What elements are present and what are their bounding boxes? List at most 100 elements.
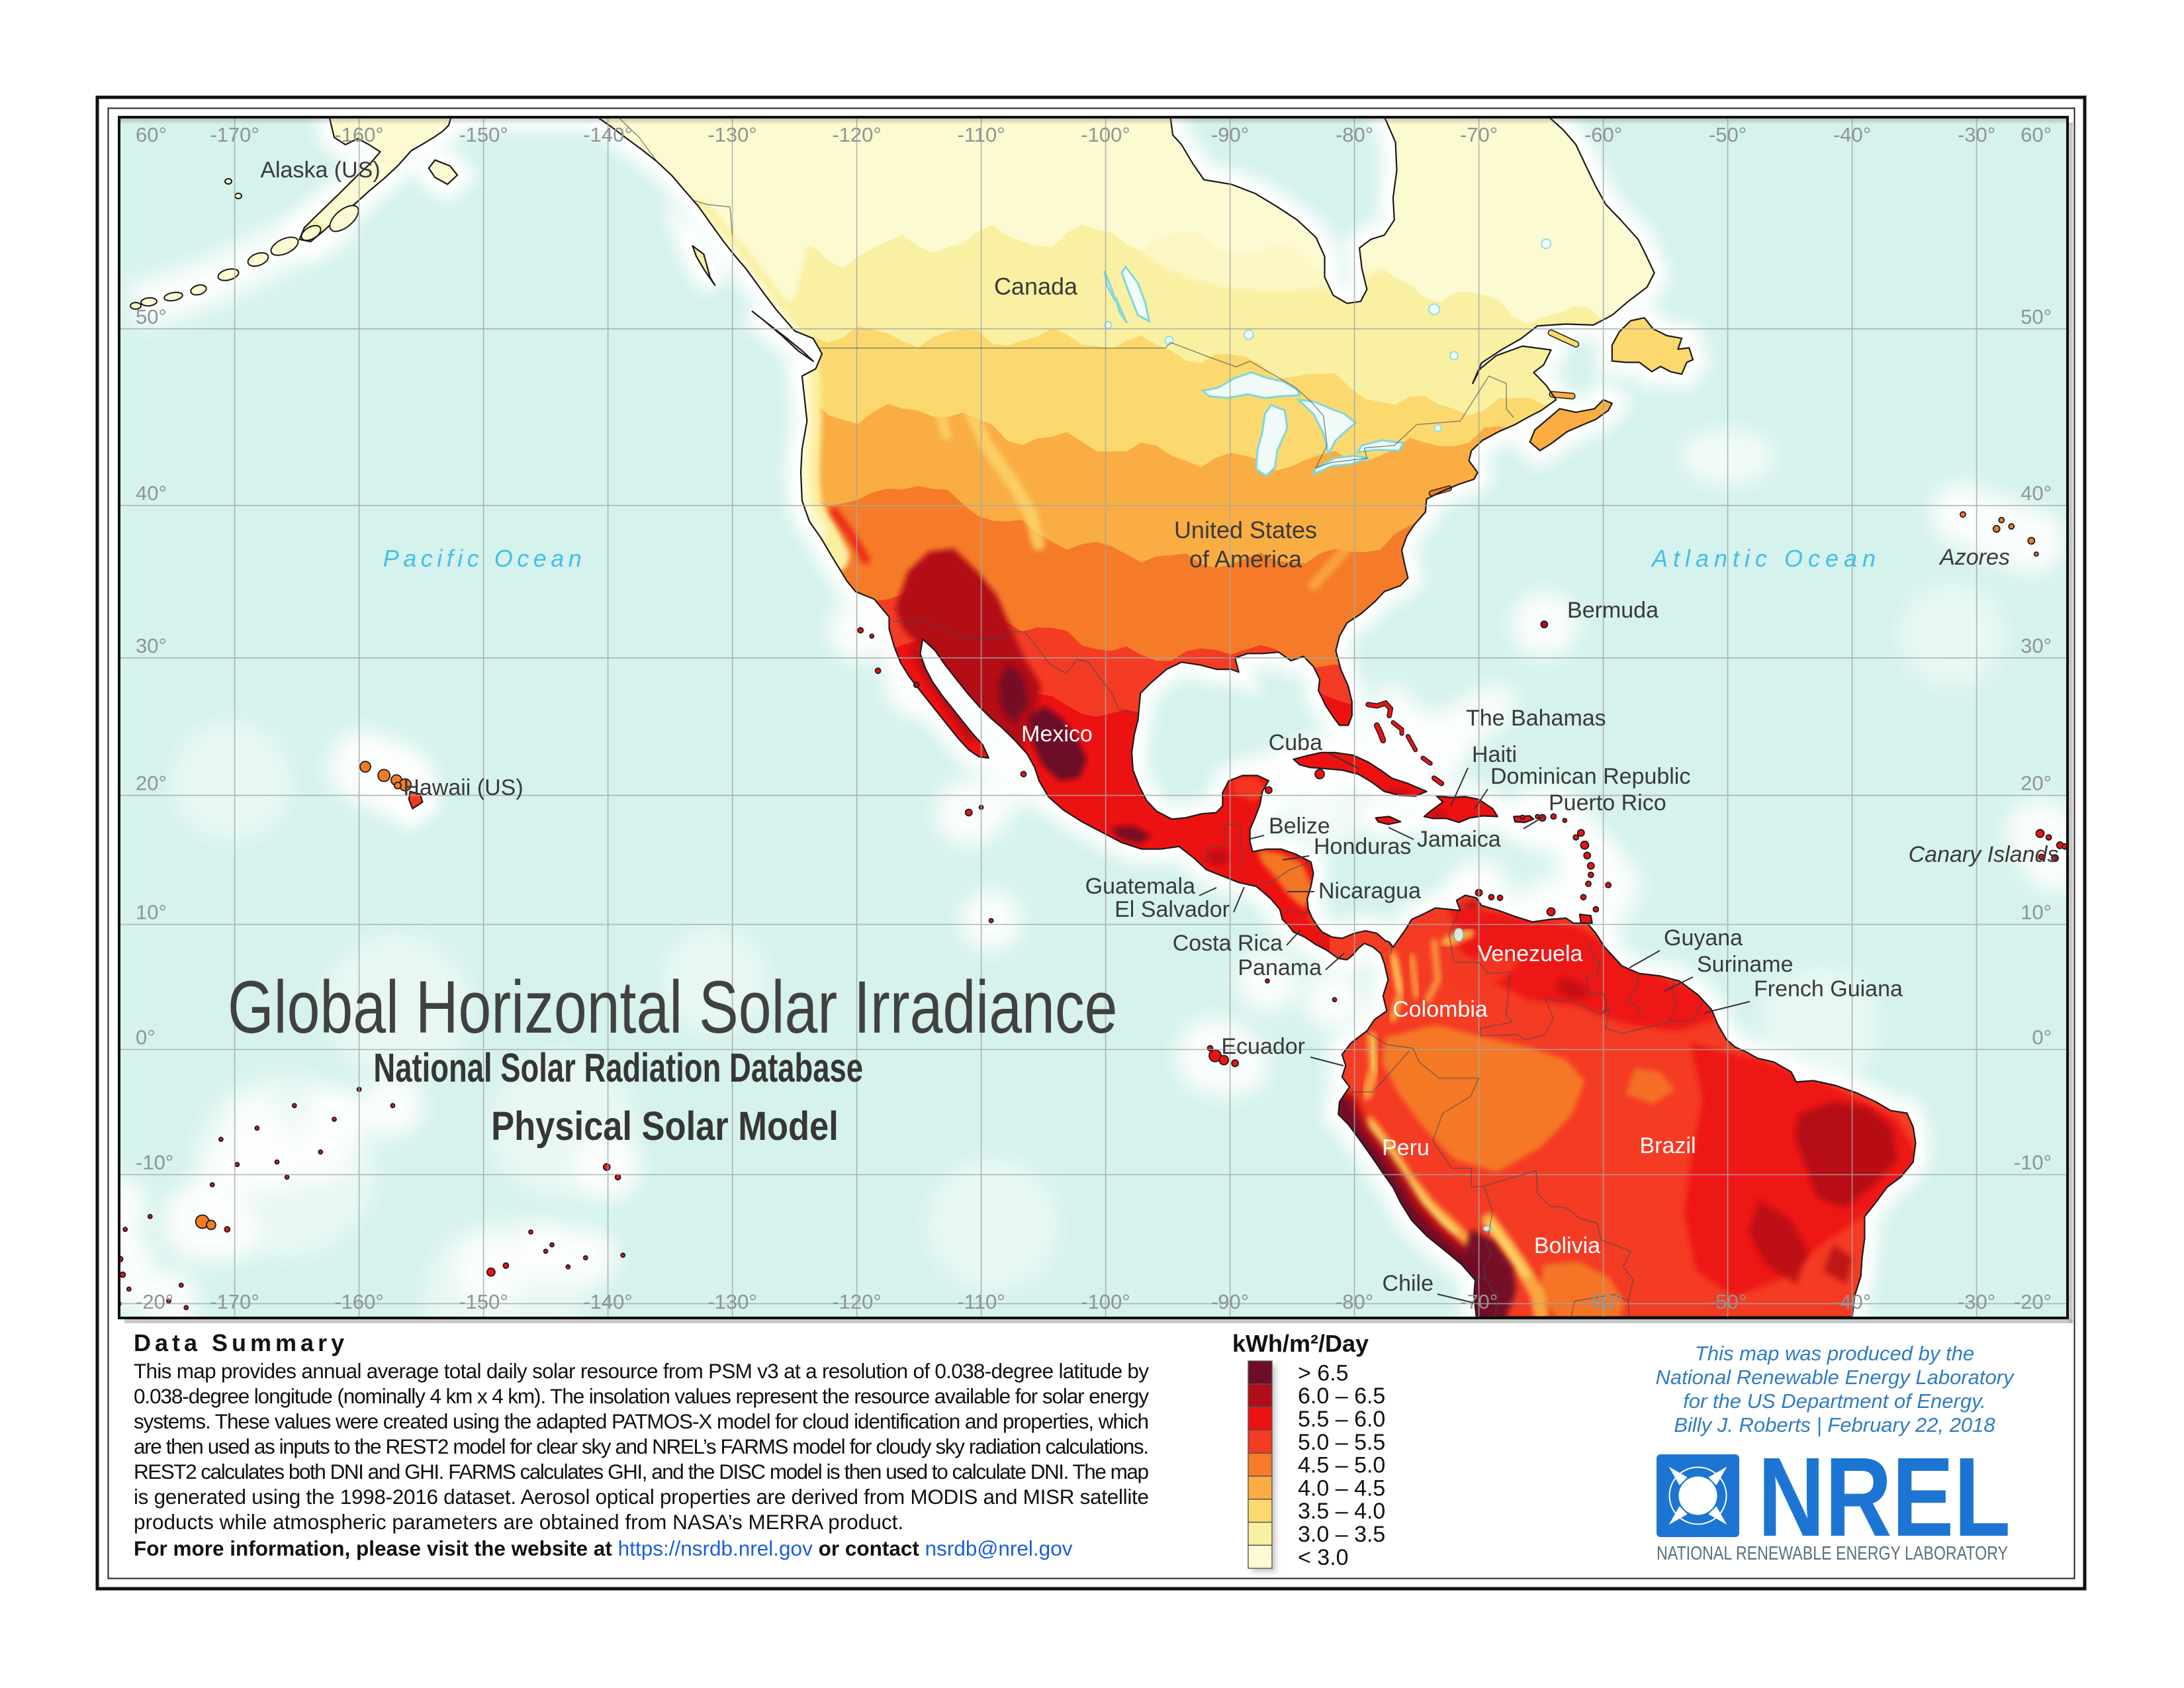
svg-text:50°: 50° [136,305,167,328]
svg-text:Nicaragua: Nicaragua [1318,878,1421,904]
svg-text:3.0 – 3.5: 3.0 – 3.5 [1298,1522,1385,1547]
svg-text:El Salvador: El Salvador [1115,897,1230,922]
svg-text:Belize: Belize [1269,814,1330,839]
svg-text:Brazil: Brazil [1639,1133,1696,1158]
svg-text:NREL: NREL [1758,1434,2011,1560]
svg-text:Mexico: Mexico [1021,722,1093,747]
svg-text:REST2 calculates both DNI and: REST2 calculates both DNI and GHI. FARMS… [134,1460,1149,1483]
svg-text:-170°: -170° [210,123,259,146]
svg-text:-100°: -100° [1081,123,1130,146]
svg-text:NATIONAL RENEWABLE ENERGY LABO: NATIONAL RENEWABLE ENERGY LABORATORY [1657,1543,2008,1564]
svg-text:-80°: -80° [1336,1290,1373,1313]
svg-text:Physical Solar Model: Physical Solar Model [491,1103,839,1149]
svg-text:-10°: -10° [2014,1151,2052,1174]
svg-text:Haiti: Haiti [1472,742,1517,767]
svg-text:French Guiana: French Guiana [1754,976,1903,1002]
svg-text:50°: 50° [2021,305,2052,328]
svg-text:Colombia: Colombia [1392,997,1488,1022]
svg-text:5.0 – 5.5: 5.0 – 5.5 [1298,1430,1385,1455]
svg-text:-70°: -70° [1460,123,1498,146]
svg-text:30°: 30° [136,634,167,657]
svg-text:Bolivia: Bolivia [1534,1233,1600,1258]
svg-text:> 6.5: > 6.5 [1298,1360,1349,1385]
svg-text:< 3.0: < 3.0 [1298,1545,1349,1570]
svg-text:6.0 – 6.5: 6.0 – 6.5 [1298,1383,1385,1409]
svg-text:-20°: -20° [2014,1290,2052,1313]
svg-text:-50°: -50° [1709,123,1747,146]
svg-text:Azores: Azores [1938,545,2010,570]
svg-text:products while atmospheric par: products while atmospheric parameters ar… [134,1510,903,1534]
svg-text:-30°: -30° [1958,1290,1995,1313]
svg-text:Suriname: Suriname [1697,952,1794,977]
svg-text:-20°: -20° [136,1290,173,1313]
svg-text:Dominican Republic: Dominican Republic [1490,764,1690,789]
svg-text:-40°: -40° [1833,123,1871,146]
svg-text:-130°: -130° [707,1290,756,1313]
svg-text:-70°: -70° [1460,1290,1498,1313]
svg-text:Chile: Chile [1383,1271,1433,1296]
svg-text:-120°: -120° [832,123,881,146]
svg-text:For more information, please v: For more information, please visit the w… [134,1536,1073,1560]
svg-text:of America: of America [1189,545,1302,573]
svg-text:Venezuela: Venezuela [1478,941,1583,966]
svg-text:3.5 – 4.0: 3.5 – 4.0 [1298,1499,1385,1524]
svg-text:-50°: -50° [1709,1290,1747,1313]
svg-text:are then used as inputs to the: are then used as inputs to the REST2 mod… [134,1434,1149,1458]
svg-text:-110°: -110° [958,123,1005,146]
svg-text:-120°: -120° [832,1290,881,1313]
svg-text:-160°: -160° [334,123,383,146]
svg-text:40°: 40° [2021,482,2052,505]
svg-text:Hawaii (US): Hawaii (US) [403,775,523,800]
svg-text:Canary Islands: Canary Islands [1909,842,2059,867]
svg-text:-110°: -110° [958,1290,1005,1313]
svg-text:0.038-degree longitude (nomina: 0.038-degree longitude (nominally 4 km x… [134,1384,1149,1408]
svg-text:20°: 20° [2021,772,2052,795]
svg-text:is generated using the 1998-20: is generated using the 1998-2016 dataset… [134,1485,1149,1509]
svg-text:Global Horizontal Solar Irradi: Global Horizontal Solar Irradiance [228,966,1117,1049]
svg-text:The Bahamas: The Bahamas [1466,706,1606,731]
svg-text:-100°: -100° [1081,1290,1130,1313]
svg-text:Cuba: Cuba [1269,730,1322,755]
svg-text:-150°: -150° [459,123,508,146]
svg-text:Jamaica: Jamaica [1417,827,1501,852]
svg-text:Costa Rica: Costa Rica [1173,931,1283,956]
svg-text:Atlantic Ocean: Atlantic Ocean [1651,545,1881,572]
svg-text:Billy J. Roberts | February: Billy J. Roberts | February 22, 2018 [1674,1413,1995,1436]
svg-text:60°: 60° [136,123,167,146]
svg-text:5.5 – 6.0: 5.5 – 6.0 [1298,1407,1385,1432]
svg-text:This map was produced by the: This map was produced by the [1695,1342,1974,1365]
svg-text:-10°: -10° [136,1151,173,1174]
svg-text:0°: 0° [2032,1026,2052,1049]
svg-text:Pacific Ocean: Pacific Ocean [383,545,586,572]
svg-text:Data Summary: Data Summary [134,1329,348,1356]
svg-text:-30°: -30° [1958,123,1995,146]
svg-text:United States: United States [1174,516,1317,543]
svg-text:40°: 40° [136,482,167,505]
svg-text:-90°: -90° [1211,123,1249,146]
svg-text:Bermuda: Bermuda [1567,598,1659,623]
svg-text:-60°: -60° [1584,123,1622,146]
svg-text:Ecuador: Ecuador [1221,1034,1305,1059]
svg-text:-140°: -140° [583,123,632,146]
svg-text:-90°: -90° [1211,1290,1249,1313]
svg-text:National Renewable Energy Labo: National Renewable Energy Laboratory [1655,1366,2015,1389]
svg-text:Guyana: Guyana [1664,925,1743,951]
svg-text:20°: 20° [136,772,167,795]
svg-text:-140°: -140° [583,1290,632,1313]
svg-text:-80°: -80° [1336,123,1373,146]
svg-text:30°: 30° [2021,634,2052,657]
svg-text:-40°: -40° [1833,1290,1871,1313]
svg-text:kWh/m²/Day: kWh/m²/Day [1232,1330,1369,1357]
svg-text:for the US Department of Energ: for the US Department of Energy. [1683,1389,1986,1413]
svg-text:Alaska (US): Alaska (US) [260,158,380,183]
svg-text:-150°: -150° [459,1290,508,1313]
svg-text:-170°: -170° [210,1290,259,1313]
svg-text:This map provides annual avera: This map provides annual average total d… [134,1359,1149,1383]
svg-text:Guatemala: Guatemala [1085,874,1195,899]
svg-text:Panama: Panama [1238,955,1322,980]
svg-text:National Solar Radiation Datab: National Solar Radiation Database [373,1046,863,1091]
svg-text:0°: 0° [136,1026,156,1049]
svg-text:10°: 10° [2021,901,2052,924]
svg-text:-130°: -130° [707,123,756,146]
svg-text:-60°: -60° [1584,1290,1622,1313]
